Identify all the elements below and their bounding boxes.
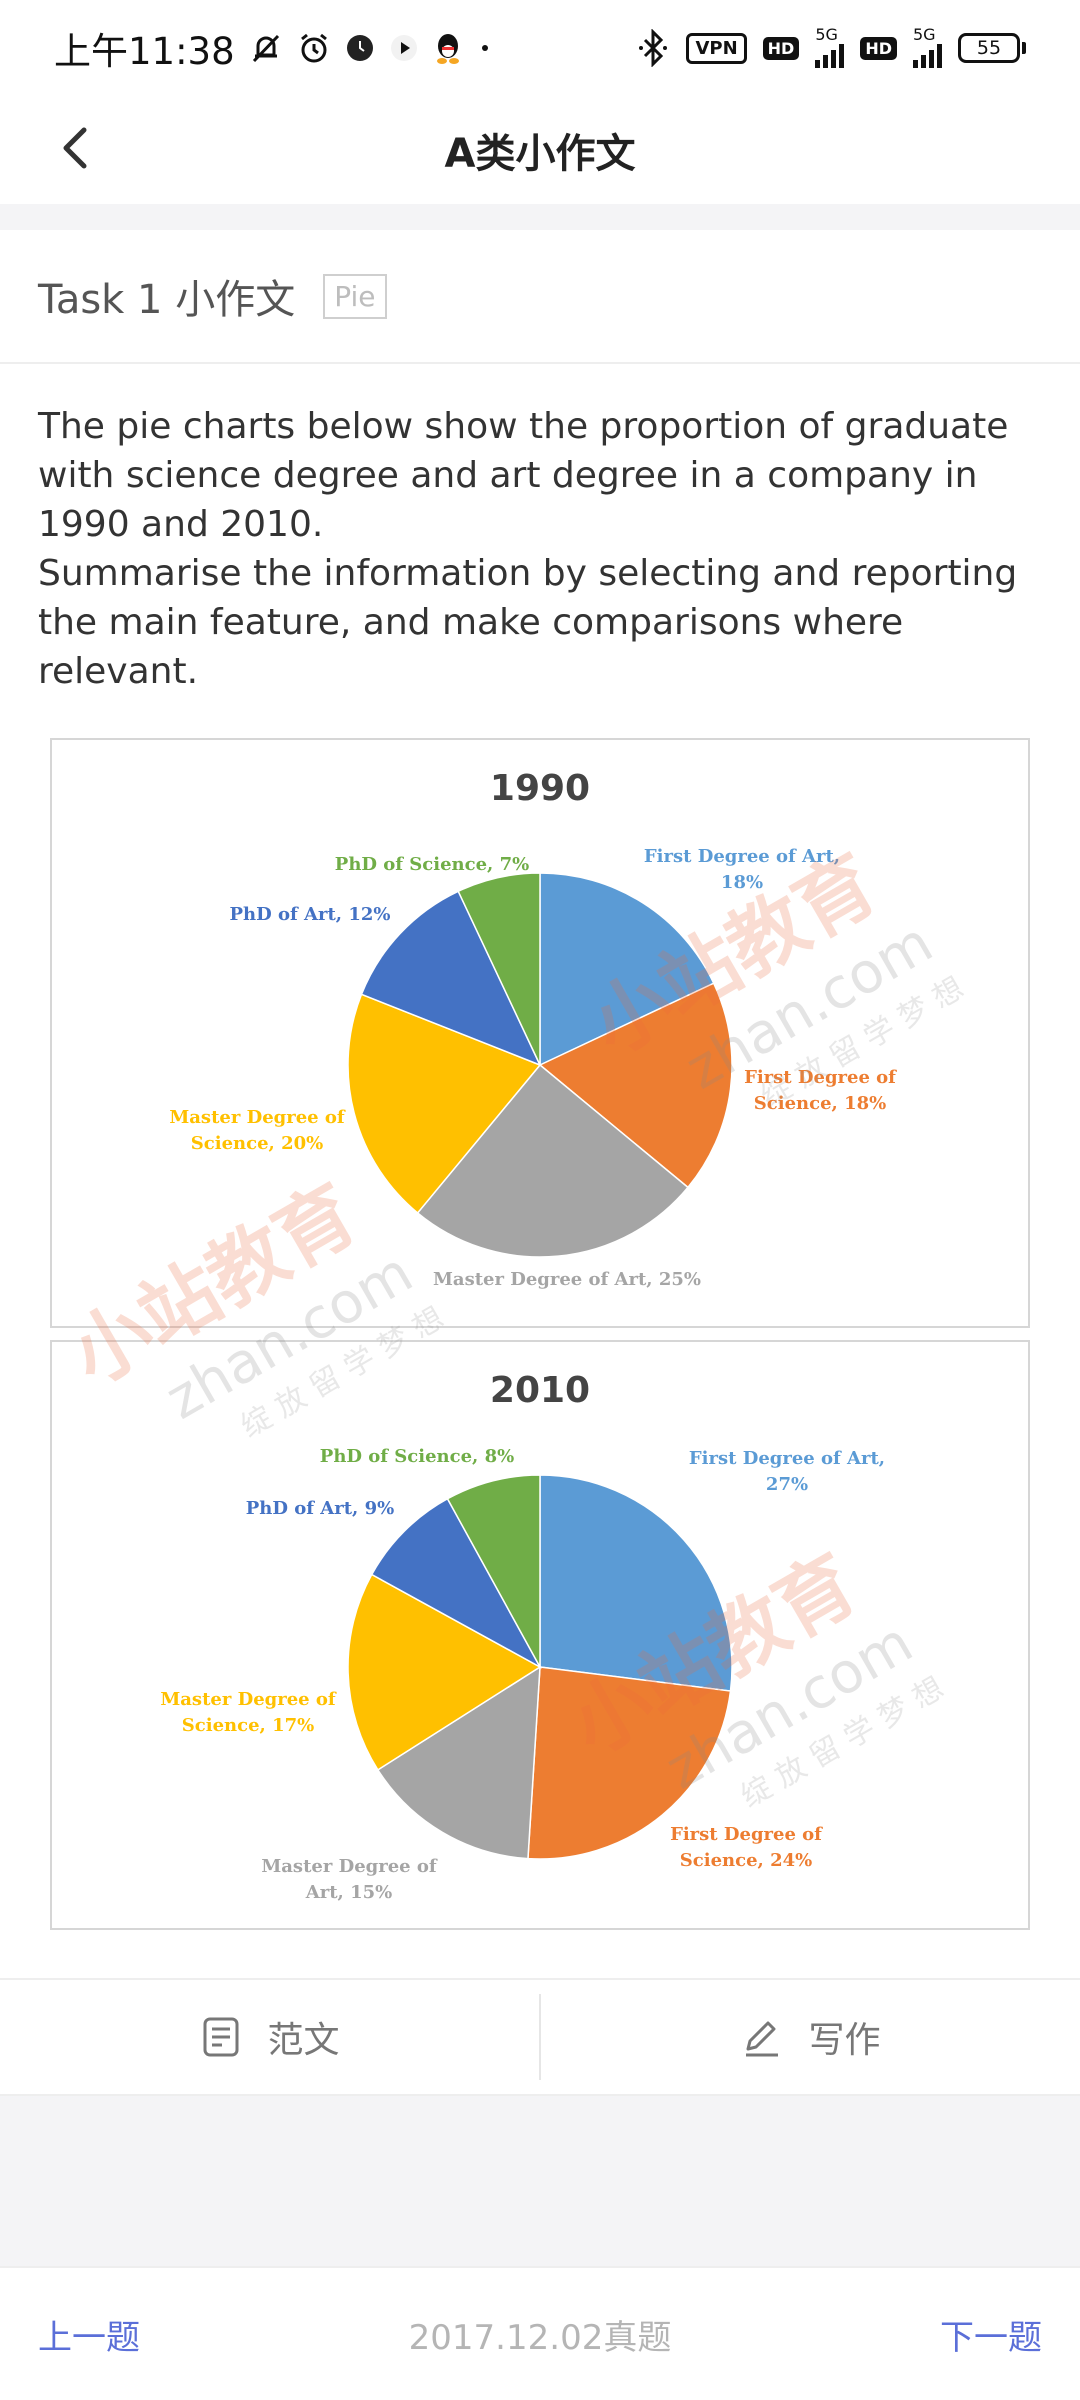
pie-slice-master-art bbox=[376, 1665, 541, 1860]
pie-slice-master-sci bbox=[347, 993, 542, 1214]
pencil-icon bbox=[746, 2021, 779, 2057]
signal-5g-icon: 5G bbox=[815, 25, 845, 68]
prompt-line-1: The pie charts below show the proportion… bbox=[38, 406, 1009, 545]
bottom-nav: 上一题 2017.12.02真题 下一题 bbox=[0, 2266, 1080, 2400]
prompt-line-2: Summarise the information by selecting a… bbox=[38, 553, 1018, 692]
task-title: Task 1 小作文 bbox=[38, 277, 296, 323]
write-button[interactable]: 写作 bbox=[541, 1980, 1080, 2094]
section-separator bbox=[0, 204, 1080, 230]
pie-chart-2010-svg: 2010 First Degree of Art, 27% First Degree … bbox=[160, 1370, 885, 1903]
more-dot-icon bbox=[477, 40, 493, 56]
data-label-first-art: First Degree of Art, 18% bbox=[644, 846, 840, 893]
data-label-master-art: Master Degree of Art, 25% bbox=[433, 1269, 701, 1290]
pie-slice-phd-sci bbox=[446, 1474, 541, 1668]
data-label-master-sci: Master Degree of Science, 20% bbox=[169, 1107, 346, 1154]
pie-slice-master-art bbox=[416, 1063, 689, 1258]
status-time: 上午11:38 bbox=[54, 30, 235, 73]
battery-level: 55 bbox=[958, 33, 1020, 63]
mute-bell-icon bbox=[249, 31, 283, 65]
bluetooth-icon bbox=[636, 29, 670, 67]
qq-icon bbox=[433, 31, 463, 65]
sample-essay-button[interactable]: 范文 bbox=[0, 1980, 539, 2094]
page-title: A类小作文 bbox=[444, 131, 636, 177]
alarm-icon bbox=[297, 31, 331, 65]
next-question-link[interactable]: 下一题 bbox=[939, 2317, 1042, 2358]
sample-essay-label: 范文 bbox=[267, 2020, 340, 2061]
vpn-indicator: VPN bbox=[686, 32, 747, 64]
hd-badge: HD bbox=[762, 36, 800, 60]
pie-chart-2010: 2010 First Degree of Art, 27% First Degree … bbox=[50, 1340, 1030, 1930]
pie-slice-first-art bbox=[539, 1474, 733, 1692]
data-label-phd-sci: PhD of Science, 8% bbox=[320, 1446, 514, 1467]
chart-type-tag: Pie bbox=[323, 273, 387, 319]
data-label-first-sci: First Degree of Science, 24% bbox=[670, 1824, 823, 1871]
pie-slice-first-art bbox=[539, 872, 715, 1067]
data-label-master-sci: Master Degree of Science, 17% bbox=[160, 1689, 337, 1736]
data-label-phd-art: PhD of Art, 12% bbox=[230, 904, 391, 925]
back-button[interactable] bbox=[44, 116, 108, 180]
pie-slice-phd-art bbox=[360, 890, 542, 1067]
chart-title: 2010 bbox=[490, 1370, 590, 1411]
status-bar: 上午11:38 VPN HD 5G HD 5G bbox=[0, 0, 1080, 96]
data-label-master-art: Master Degree of Art, 15% bbox=[261, 1856, 438, 1903]
pie-slice-master-sci bbox=[347, 1573, 542, 1771]
pie-slice-first-sci bbox=[527, 1666, 732, 1860]
pie-chart-1990: 1990 First Degree of Art, 18% First Degree … bbox=[50, 738, 1030, 1328]
data-label-first-sci: First Degree of Science, 18% bbox=[744, 1067, 897, 1114]
exam-source: 2017.12.02真题 bbox=[408, 2317, 672, 2358]
write-label: 写作 bbox=[808, 2020, 881, 2061]
action-bar: 范文 写作 bbox=[0, 1978, 1080, 2096]
previous-question-link[interactable]: 上一题 bbox=[38, 2317, 140, 2358]
video-app-icon bbox=[389, 33, 419, 63]
pie-chart-1990-svg: 1990 First Degree of Art, 18% First Degree … bbox=[169, 768, 897, 1290]
chart-title: 1990 bbox=[490, 768, 590, 809]
network-type-2: 5G bbox=[913, 25, 936, 44]
signal-5g-icon-2: 5G bbox=[913, 25, 942, 68]
pie-slice-phd-sci bbox=[457, 872, 541, 1066]
battery-icon: 55 bbox=[958, 33, 1026, 63]
task-prompt: The pie charts below show the proportion… bbox=[38, 402, 1048, 696]
data-label-phd-art: PhD of Art, 9% bbox=[246, 1498, 394, 1519]
document-icon bbox=[203, 2017, 239, 2057]
network-type: 5G bbox=[815, 25, 838, 44]
pie-slice-phd-art bbox=[370, 1497, 542, 1669]
clock-app-icon bbox=[345, 33, 375, 63]
data-label-phd-sci: PhD of Science, 7% bbox=[335, 854, 529, 875]
task-header: Task 1 小作文 Pie bbox=[0, 230, 1080, 364]
data-label-first-art: First Degree of Art, 27% bbox=[689, 1448, 885, 1495]
pie-slice-first-sci bbox=[538, 982, 733, 1189]
action-divider bbox=[539, 1994, 541, 2080]
nav-bar: A类小作文 bbox=[0, 96, 1080, 204]
hd-badge-2: HD bbox=[860, 36, 897, 60]
spacer-area bbox=[0, 2096, 1080, 2266]
chevron-left-icon bbox=[63, 127, 87, 169]
